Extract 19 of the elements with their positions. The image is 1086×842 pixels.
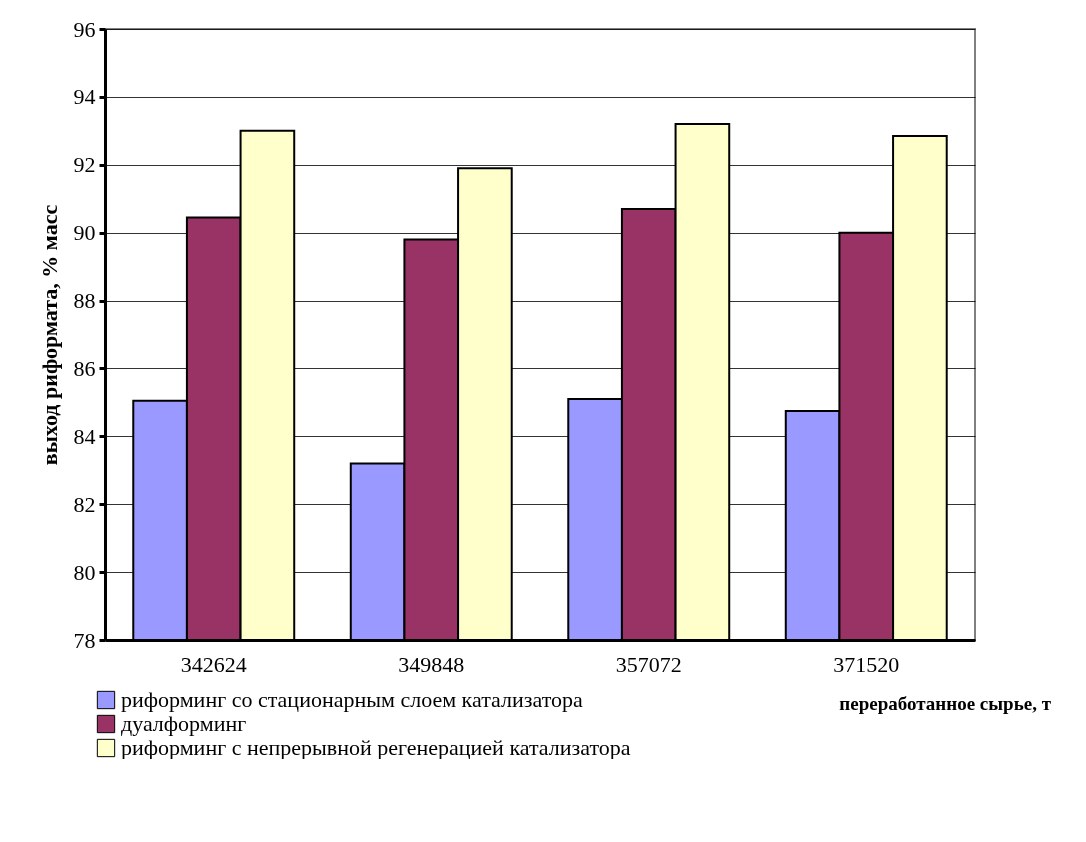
x-axis-title: переработанное сырье, т	[839, 693, 1052, 714]
y-tick-label: 94	[73, 84, 96, 110]
legend-label: риформинг с непрерывной регенерацией катализатора	[121, 735, 631, 760]
y-tick-label: 90	[73, 220, 96, 246]
x-tick-label: 342624	[180, 651, 247, 677]
legend-label: дуалформинг	[121, 711, 247, 736]
x-tick-label: 357072	[615, 651, 682, 677]
y-tick-label: 96	[73, 16, 96, 42]
y-tick-label: 78	[73, 627, 96, 653]
y-tick-label: 88	[73, 288, 96, 314]
legend-label: риформинг со стационарным слоем катализатора	[121, 687, 583, 712]
y-tick-label: 84	[73, 423, 96, 449]
y-tick-label: 92	[73, 152, 96, 178]
y-tick-label: 86	[73, 355, 96, 381]
y-axis-title: выход риформата, % масс	[36, 204, 62, 466]
y-tick-label: 80	[73, 559, 96, 585]
x-tick-label: 349848	[398, 651, 465, 677]
y-tick-label: 82	[73, 491, 96, 517]
x-tick-label: 371520	[833, 651, 900, 677]
